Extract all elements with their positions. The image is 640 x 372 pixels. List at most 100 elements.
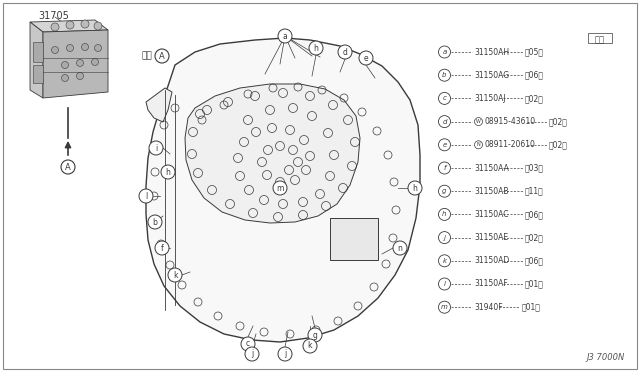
- Text: A: A: [65, 163, 71, 171]
- Text: h: h: [166, 167, 170, 176]
- Text: 数量: 数量: [595, 35, 605, 45]
- Text: （11）: （11）: [525, 187, 544, 196]
- Text: e: e: [364, 54, 368, 62]
- Bar: [33, 42, 43, 62]
- Polygon shape: [146, 38, 420, 342]
- Text: k: k: [173, 270, 177, 279]
- Circle shape: [438, 232, 451, 244]
- Text: （05）: （05）: [525, 48, 544, 57]
- Circle shape: [77, 73, 83, 80]
- Text: （02）: （02）: [525, 94, 544, 103]
- Text: k: k: [308, 341, 312, 350]
- Text: b: b: [442, 72, 447, 78]
- Text: h: h: [314, 44, 319, 52]
- Circle shape: [241, 337, 255, 351]
- Text: （01）: （01）: [525, 279, 544, 289]
- Circle shape: [278, 347, 292, 361]
- Circle shape: [438, 301, 451, 313]
- Bar: [588, 33, 612, 43]
- Text: 31150AE: 31150AE: [474, 233, 509, 242]
- Circle shape: [66, 21, 74, 29]
- Text: （02）: （02）: [549, 140, 568, 149]
- Circle shape: [438, 92, 451, 105]
- Circle shape: [149, 141, 163, 155]
- Text: d: d: [342, 48, 348, 57]
- Polygon shape: [43, 30, 108, 98]
- Text: 31150AH: 31150AH: [474, 48, 509, 57]
- Circle shape: [438, 139, 451, 151]
- Text: （03）: （03）: [525, 164, 544, 173]
- Circle shape: [438, 208, 451, 220]
- Text: h: h: [442, 211, 447, 217]
- Text: g: g: [442, 188, 447, 194]
- Circle shape: [94, 22, 102, 30]
- Circle shape: [303, 339, 317, 353]
- Text: A: A: [159, 51, 165, 61]
- Circle shape: [155, 241, 169, 255]
- Text: （02）: （02）: [525, 233, 544, 242]
- Text: （06）: （06）: [525, 71, 544, 80]
- Circle shape: [77, 60, 83, 67]
- Text: W: W: [476, 119, 481, 124]
- Circle shape: [139, 189, 153, 203]
- Text: c: c: [246, 340, 250, 349]
- Bar: [330, 218, 378, 260]
- Circle shape: [168, 268, 182, 282]
- Circle shape: [51, 23, 59, 31]
- Circle shape: [408, 181, 422, 195]
- Circle shape: [359, 51, 373, 65]
- Circle shape: [148, 215, 162, 229]
- Polygon shape: [30, 20, 108, 32]
- Text: 31150AG: 31150AG: [474, 71, 509, 80]
- Text: （06）: （06）: [525, 256, 544, 265]
- Text: g: g: [312, 330, 317, 340]
- Circle shape: [438, 162, 451, 174]
- Circle shape: [438, 46, 451, 58]
- Circle shape: [161, 165, 175, 179]
- Polygon shape: [30, 22, 43, 98]
- Text: j: j: [444, 235, 445, 241]
- Text: a: a: [283, 32, 287, 41]
- Text: j: j: [284, 350, 286, 359]
- Circle shape: [61, 74, 68, 81]
- Circle shape: [338, 45, 352, 59]
- Text: （02）: （02）: [549, 117, 568, 126]
- Text: b: b: [152, 218, 157, 227]
- Circle shape: [393, 241, 407, 255]
- Circle shape: [278, 29, 292, 43]
- Text: 08911-20610: 08911-20610: [484, 140, 536, 149]
- Text: h: h: [413, 183, 417, 192]
- Text: 矢視: 矢視: [142, 51, 153, 61]
- Text: e: e: [442, 142, 447, 148]
- Circle shape: [438, 116, 451, 128]
- Text: 31705: 31705: [38, 11, 69, 21]
- Text: （01）: （01）: [522, 303, 540, 312]
- Text: m: m: [276, 183, 284, 192]
- Polygon shape: [185, 84, 360, 223]
- Circle shape: [61, 61, 68, 68]
- Circle shape: [95, 45, 102, 51]
- Circle shape: [273, 181, 287, 195]
- Text: j: j: [251, 350, 253, 359]
- Circle shape: [438, 185, 451, 197]
- Text: l: l: [444, 281, 445, 287]
- Circle shape: [308, 328, 322, 342]
- Circle shape: [81, 20, 89, 28]
- Circle shape: [438, 278, 451, 290]
- Text: k: k: [442, 258, 447, 264]
- Circle shape: [438, 255, 451, 267]
- Text: 31150AA: 31150AA: [474, 164, 509, 173]
- Text: 31150AB: 31150AB: [474, 187, 509, 196]
- Text: f: f: [161, 244, 163, 253]
- Text: 31150AF: 31150AF: [474, 279, 508, 289]
- Text: 08915-43610: 08915-43610: [484, 117, 536, 126]
- Polygon shape: [146, 88, 172, 122]
- Text: i: i: [155, 144, 157, 153]
- Text: n: n: [397, 244, 403, 253]
- Circle shape: [245, 347, 259, 361]
- Circle shape: [81, 44, 88, 51]
- Text: 31150AJ: 31150AJ: [474, 94, 506, 103]
- Text: l: l: [145, 192, 147, 201]
- Bar: [33, 65, 43, 83]
- Text: a: a: [442, 49, 447, 55]
